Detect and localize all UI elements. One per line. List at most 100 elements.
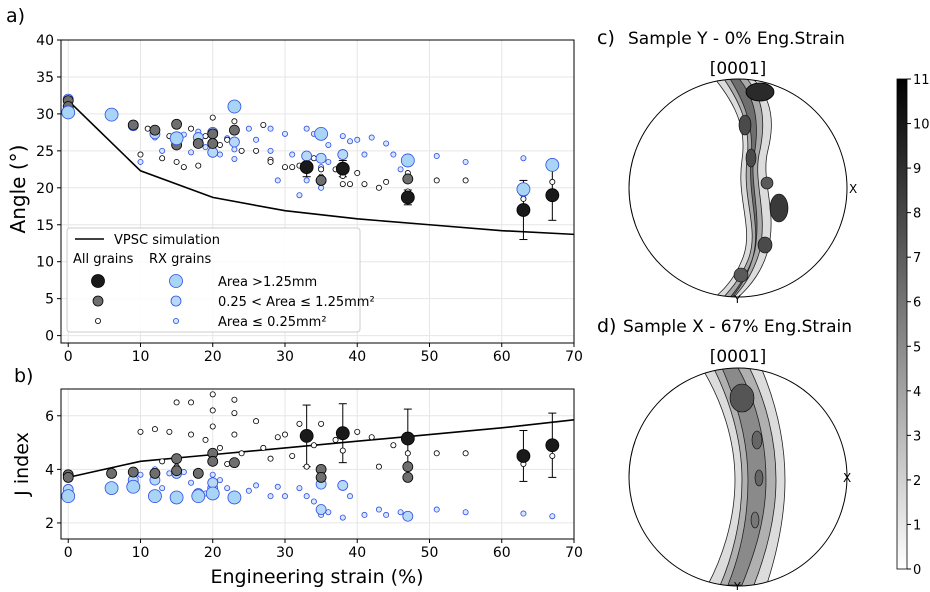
panel-label-c: c) [597, 27, 615, 49]
data-point [207, 128, 219, 140]
data-point [281, 493, 288, 500]
data-point [207, 455, 219, 467]
vpsc-line-b [68, 419, 575, 479]
data-point [169, 490, 184, 505]
data-point [137, 428, 144, 435]
data-point [520, 510, 527, 517]
data-point [433, 450, 440, 457]
data-point [253, 418, 260, 425]
data-point [231, 155, 238, 162]
data-point [310, 155, 317, 162]
data-point [238, 450, 245, 457]
data-point [383, 511, 390, 518]
data-point [166, 428, 173, 435]
data-point [318, 166, 325, 173]
panel-label-a: a) [6, 5, 25, 27]
x-tick-label: 70 [565, 545, 583, 561]
data-point [267, 125, 274, 132]
pole-title-c: Sample Y - 0% Eng.Strain [628, 29, 845, 49]
data-point [549, 513, 556, 520]
legend-size-small: Area ≤ 0.25mm² [218, 315, 327, 330]
data-point [224, 485, 231, 492]
data-point [227, 99, 242, 114]
data-point [281, 431, 288, 438]
data-point [238, 147, 245, 154]
colorbar-tick-label: 6 [913, 296, 921, 311]
frame-b [60, 388, 575, 540]
y-tick-label: 25 [36, 144, 54, 160]
panel-label-d: d) [597, 315, 616, 337]
colorbar-tick-label: 0 [913, 563, 921, 578]
legend-all-small-marker [95, 317, 102, 324]
data-point [390, 442, 397, 449]
data-point [216, 444, 223, 451]
colorbar-gradient [896, 78, 908, 570]
data-point [301, 150, 313, 162]
x-tick-label: 10 [132, 545, 150, 561]
colorbar-tick-label: 8 [913, 207, 921, 222]
data-point [339, 514, 346, 521]
data-point [310, 498, 317, 505]
data-point [180, 164, 187, 171]
legend-a: VPSC simulation All grains RX grains Are… [66, 227, 375, 333]
data-point [545, 188, 560, 203]
data-point [253, 136, 260, 143]
points-b [61, 391, 560, 522]
data-point [267, 493, 274, 500]
data-point [169, 131, 184, 146]
data-point [325, 509, 332, 516]
data-point [253, 482, 260, 489]
data-point [433, 506, 440, 513]
data-point [368, 434, 375, 441]
x-tick-label: 40 [348, 349, 366, 365]
data-point [462, 509, 469, 516]
data-point [159, 147, 166, 154]
data-point [149, 467, 161, 479]
data-point [104, 107, 119, 122]
data-point [516, 203, 531, 217]
data-point [402, 173, 414, 185]
data-point [289, 164, 296, 171]
data-point [397, 509, 404, 516]
data-point [231, 410, 238, 417]
data-point [347, 493, 354, 500]
xticks-a: 0 10 20 30 40 50 60 70 [64, 343, 583, 365]
pole-title-d: Sample X - 67% Eng.Strain [623, 317, 852, 337]
data-point [462, 450, 469, 457]
data-point [299, 160, 314, 175]
data-point [402, 471, 414, 483]
x-tick-label: 0 [64, 349, 73, 365]
data-point [173, 158, 180, 165]
data-point [335, 161, 350, 176]
data-point [400, 153, 415, 168]
data-point [229, 457, 240, 469]
colorbar-tick-label: 2 [913, 474, 921, 489]
pole-subtitle-c: [0001] [710, 59, 767, 79]
data-point [274, 177, 281, 184]
y-tick-label: 15 [36, 218, 54, 234]
x-tick-label: 60 [493, 349, 511, 365]
data-point [347, 138, 354, 145]
colorbar-tick-label: 9 [913, 162, 921, 177]
grid-b [61, 389, 575, 539]
data-point [400, 431, 415, 446]
data-point [299, 428, 314, 443]
data-point [227, 490, 242, 505]
plot-area-b [61, 389, 574, 539]
data-point [173, 399, 180, 406]
data-point [61, 489, 76, 504]
data-point [354, 170, 361, 177]
pole-y-label-c: Y [733, 293, 741, 306]
data-point [62, 471, 74, 483]
pole-x-label-c: X [849, 182, 857, 196]
pole-figure-c: Sample Y - 0% Eng.Strain [0001] X Y [628, 29, 857, 306]
data-point [375, 184, 382, 191]
data-point [402, 510, 414, 522]
pole-y-label-d: Y [733, 580, 741, 592]
data-point [318, 420, 325, 427]
data-point [231, 396, 238, 403]
data-point [337, 149, 349, 160]
data-point [207, 477, 219, 489]
data-point [520, 195, 527, 202]
data-point [433, 153, 440, 160]
